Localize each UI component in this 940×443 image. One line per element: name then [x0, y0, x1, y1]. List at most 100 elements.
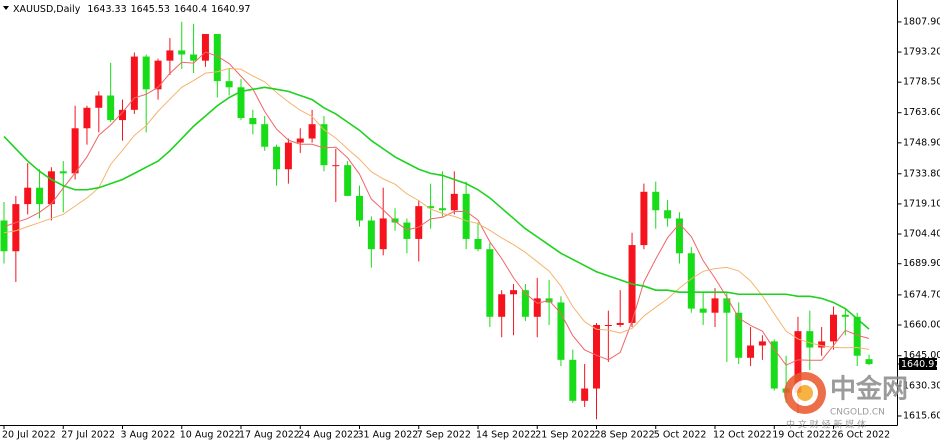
price-marker: [899, 357, 937, 370]
candle-body: [640, 191, 648, 246]
candle-body: [593, 325, 600, 389]
candle-body: [166, 50, 174, 61]
candle-body: [225, 81, 233, 88]
candle-body: [415, 206, 423, 239]
y-tick-label: 1793.20: [903, 47, 940, 58]
y-tick-label: 1615.60: [903, 410, 940, 421]
x-tick-label: 20 Jul 2022: [2, 430, 56, 441]
candle-body: [119, 109, 126, 121]
header-value: 1640.4: [174, 4, 207, 15]
candle-body: [71, 128, 79, 174]
candle-body: [249, 118, 257, 125]
x-tick-label: 24 Aug 2022: [298, 430, 359, 441]
candle-body: [130, 56, 138, 110]
y-tick-label: 1630.30: [903, 380, 940, 391]
candle-body: [154, 60, 162, 90]
candle-body: [438, 208, 446, 211]
candle-body: [486, 249, 494, 317]
candle-body: [142, 56, 150, 90]
y-tick-label: 1674.70: [903, 289, 940, 300]
watermark-brand: 中金网: [830, 374, 908, 405]
watermark: 中金网 CNGOLD.CN 中 文 财 经 新 媒 体: [784, 372, 908, 431]
candle-body: [391, 218, 399, 223]
logo-core: [797, 385, 813, 401]
candle-body: [569, 359, 577, 401]
candle-body: [201, 34, 209, 61]
candle-body: [581, 388, 589, 401]
candle-body: [450, 193, 458, 211]
x-tick-label: 26 Oct 2022: [832, 430, 891, 441]
candle-body: [652, 191, 660, 211]
x-tick-label: 19 Oct 2022: [772, 430, 831, 441]
x-tick-label: 14 Sep 2022: [476, 430, 536, 441]
x-tick-label: 27 Jul 2022: [61, 430, 115, 441]
moving-average: [3, 51, 870, 366]
x-tick-label: 31 Aug 2022: [358, 430, 419, 441]
candle-body: [498, 294, 506, 317]
x-tick-label: 17 Aug 2022: [239, 430, 300, 441]
candle-body: [711, 298, 719, 313]
candle-body: [344, 165, 352, 196]
candle-body: [12, 204, 20, 252]
price-label: 1640.97: [901, 359, 940, 370]
candle-body: [735, 312, 743, 358]
candle-body: [296, 138, 304, 143]
x-tick-label: 21 Sep 2022: [535, 430, 595, 441]
y-tick-label: 1689.90: [903, 258, 940, 269]
candle-body: [403, 222, 411, 239]
candle-body: [24, 187, 32, 205]
y-tick-label: 1704.40: [903, 229, 940, 240]
candle-body: [557, 302, 565, 360]
watermark-slogan: 中 文 财 经 新 媒 体: [786, 419, 866, 431]
x-tick-label: 28 Sep 2022: [595, 430, 655, 441]
candle-body: [237, 87, 245, 119]
candle-body: [284, 142, 292, 170]
header-value: 1643.33: [87, 4, 126, 15]
candle-body: [47, 171, 55, 205]
y-tick-label: 1763.60: [903, 107, 940, 118]
x-tick-label: 7 Sep 2022: [417, 430, 471, 441]
candle-body: [462, 193, 470, 239]
candle-body: [320, 124, 328, 166]
candle-body: [261, 124, 269, 147]
candle-body: [604, 325, 612, 326]
x-tick-label: 12 Oct 2022: [713, 430, 772, 441]
candle-body: [510, 290, 518, 295]
candle-body: [474, 238, 482, 250]
header-value: 1645.53: [131, 4, 170, 15]
candle-body: [273, 146, 281, 170]
chart-header: XAUUSD,Daily 1643.33 1645.53 1640.4 1640.97: [13, 4, 250, 15]
candle-body: [853, 316, 861, 356]
candle-body: [533, 298, 541, 317]
candle-body: [818, 341, 826, 348]
watermark-site: CNGOLD.CN: [830, 408, 885, 418]
candle-body: [83, 107, 91, 129]
menu-arrow[interactable]: [3, 6, 9, 10]
candle-body: [664, 210, 672, 219]
y-tick-label: 1733.80: [903, 168, 940, 179]
candle-body: [59, 171, 67, 174]
moving-average: [3, 86, 870, 330]
candle-body: [865, 359, 873, 364]
y-tick-label: 1645.00: [903, 350, 940, 361]
candle-body: [367, 220, 375, 250]
candle-body: [0, 220, 8, 252]
candle-body: [758, 341, 766, 346]
header-value: XAUUSD,Daily: [13, 4, 81, 15]
y-tick-label: 1719.10: [903, 198, 940, 209]
y-tick-label: 1660.00: [903, 320, 940, 331]
candle-body: [747, 345, 755, 358]
candle-body: [770, 341, 778, 389]
candle-body: [699, 308, 707, 313]
x-tick-label: 10 Aug 2022: [180, 430, 241, 441]
candle-body: [830, 314, 837, 342]
candle-body: [213, 34, 221, 82]
candle-body: [521, 290, 529, 317]
y-tick-label: 1807.90: [903, 16, 940, 27]
candle-body: [723, 298, 731, 313]
moving-average: [3, 67, 870, 350]
candle-body: [379, 218, 387, 250]
candle-body: [675, 218, 683, 254]
x-tick-label: 5 Oct 2022: [654, 430, 707, 441]
